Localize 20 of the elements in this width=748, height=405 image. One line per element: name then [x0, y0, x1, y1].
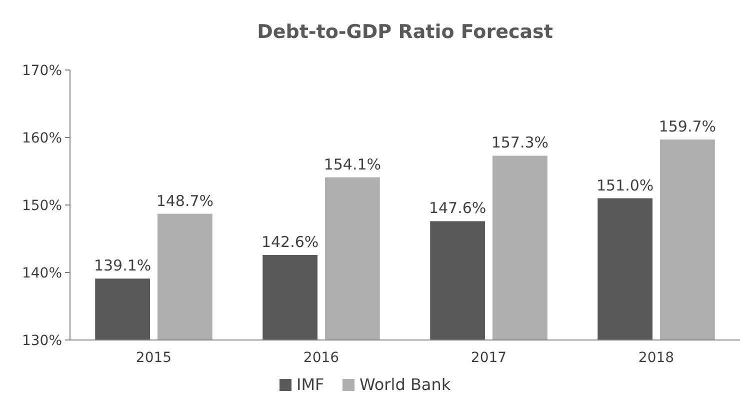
y-tick-label: 160%	[22, 130, 62, 146]
y-tick-label: 130%	[22, 332, 62, 349]
data-label: 151.0%	[596, 176, 654, 194]
data-label: 142.6%	[261, 232, 319, 251]
data-label: 139.1%	[94, 256, 152, 275]
x-tick-label: 2015	[136, 350, 172, 366]
data-label: 159.7%	[658, 118, 716, 136]
chart-title: Debt-to-GDP Ratio Forecast	[257, 21, 553, 43]
data-label: 154.1%	[324, 155, 382, 174]
x-tick-label: 2018	[638, 350, 674, 366]
data-label: 157.3%	[491, 134, 549, 152]
y-tick-label: 140%	[22, 265, 62, 282]
x-tick-label: 2017	[470, 350, 507, 366]
data-label: 148.7%	[156, 192, 214, 210]
x-tick-label: 2016	[303, 350, 340, 366]
y-tick-label: 150%	[22, 198, 62, 214]
legend-label: World Bank	[360, 375, 452, 394]
y-tick-label: 170%	[22, 62, 62, 79]
legend-label: IMF	[296, 375, 324, 394]
data-label: 147.6%	[428, 199, 486, 218]
